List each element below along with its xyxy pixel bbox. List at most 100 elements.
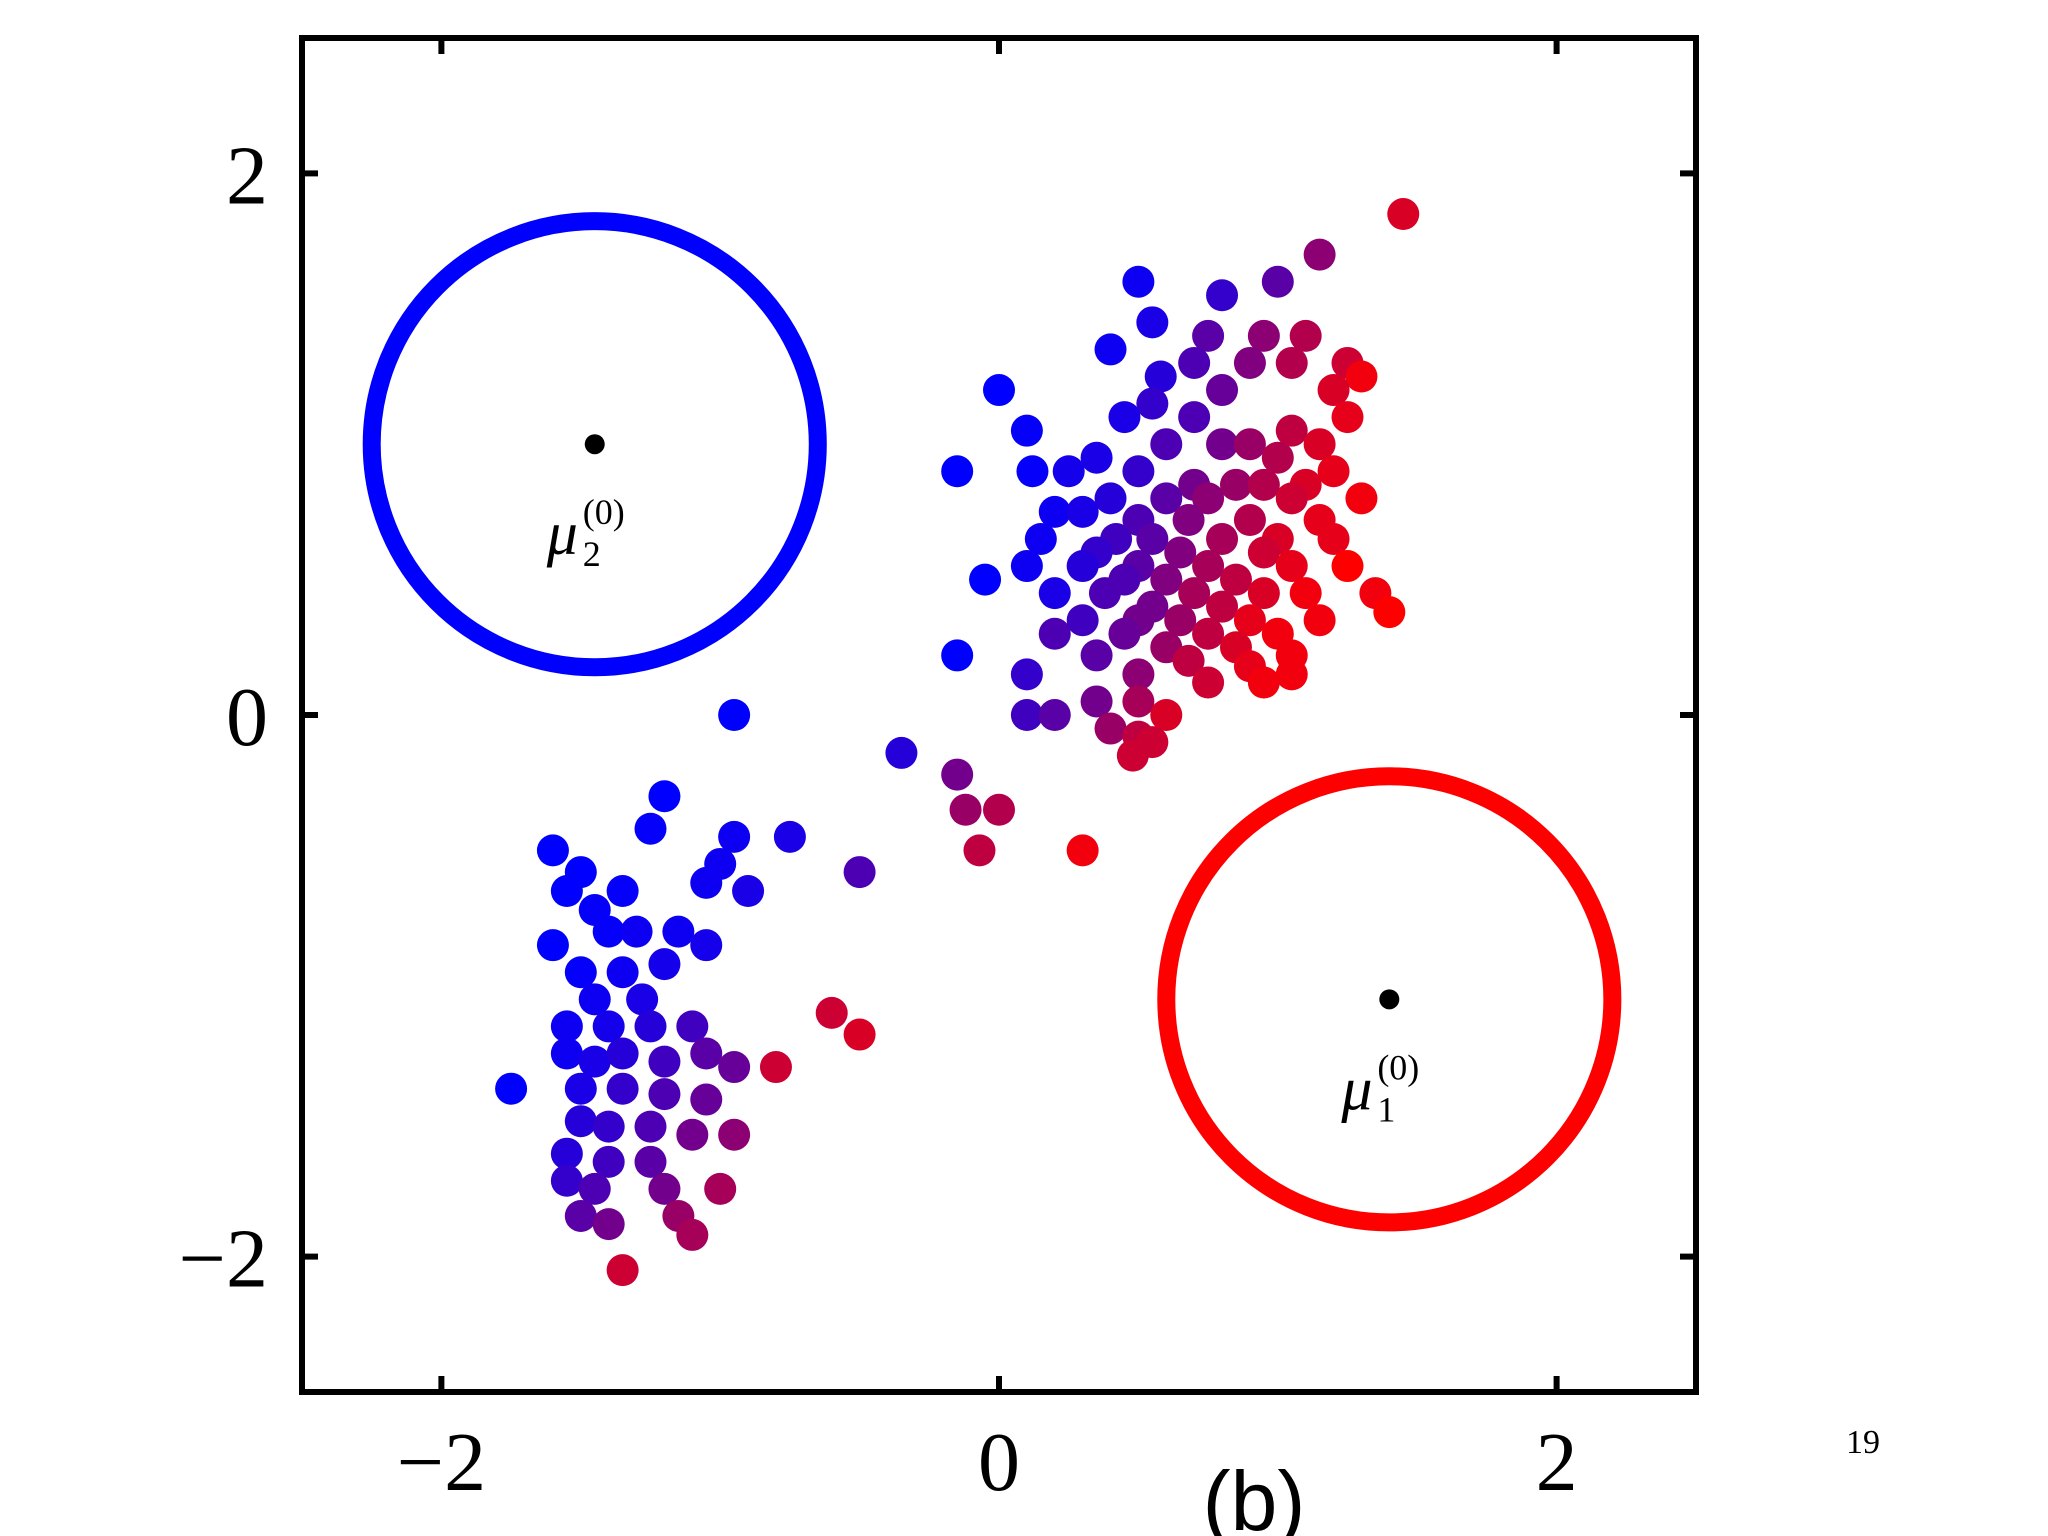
data-point xyxy=(1122,658,1155,691)
data-point xyxy=(1116,739,1149,772)
data-point xyxy=(1247,577,1280,610)
data-point xyxy=(1038,617,1071,650)
data-point xyxy=(1233,428,1266,461)
data-point xyxy=(1289,577,1322,610)
page-number: 19 xyxy=(1846,1424,1880,1461)
data-point xyxy=(550,1010,583,1043)
subfigure-label: (b) xyxy=(1203,1454,1306,1536)
data-point xyxy=(564,1199,597,1232)
data-point xyxy=(759,1051,792,1084)
data-point xyxy=(550,875,583,908)
data-point xyxy=(983,793,1015,826)
data-point xyxy=(1317,522,1350,555)
data-point xyxy=(1192,550,1225,583)
mean-label-superscript-1: (0) xyxy=(1377,1047,1419,1087)
data-point xyxy=(550,1164,583,1197)
data-point xyxy=(1219,468,1252,501)
ticks-layer: −2 0 2 2 0 −2 xyxy=(179,38,1696,1509)
data-point xyxy=(1289,319,1322,352)
data-point xyxy=(773,820,806,853)
data-point xyxy=(1144,360,1177,393)
data-point xyxy=(1219,563,1252,596)
data-point xyxy=(1275,482,1308,515)
mean-label-subscript-2: 2 xyxy=(583,534,601,574)
data-point xyxy=(690,929,723,962)
data-point xyxy=(1164,604,1197,637)
data-point xyxy=(718,1118,751,1151)
data-point xyxy=(1275,550,1308,583)
data-point xyxy=(1122,455,1155,488)
data-point xyxy=(1038,495,1071,528)
data-point xyxy=(1345,482,1378,515)
data-point xyxy=(843,1018,876,1051)
data-point xyxy=(536,929,569,962)
data-point xyxy=(1038,577,1071,610)
mean-label-2: μ xyxy=(546,500,578,568)
data-point xyxy=(634,1110,667,1143)
data-point xyxy=(1150,699,1183,731)
data-point xyxy=(1178,401,1211,434)
data-point xyxy=(1247,319,1280,352)
data-point xyxy=(676,1010,709,1043)
data-point xyxy=(592,1010,625,1043)
data-point xyxy=(1303,238,1336,271)
data-point xyxy=(578,983,611,1016)
data-point xyxy=(1066,495,1099,528)
data-point xyxy=(1275,414,1308,447)
mean-label-subscript-1: 1 xyxy=(1377,1089,1395,1129)
data-point xyxy=(606,1037,639,1070)
data-point xyxy=(564,1072,597,1105)
data-point xyxy=(1080,639,1113,672)
data-point xyxy=(1136,306,1169,339)
data-point xyxy=(1094,712,1127,745)
mean-label-superscript-2: (0) xyxy=(583,492,625,532)
data-point xyxy=(592,915,625,948)
data-point xyxy=(1192,482,1225,515)
data-point xyxy=(1206,428,1239,461)
y-tick-label: 0 xyxy=(226,671,268,764)
data-point xyxy=(662,915,695,948)
data-point xyxy=(606,956,639,989)
data-point xyxy=(1010,414,1043,447)
mean-marker-1 xyxy=(1379,989,1400,1010)
data-point xyxy=(1178,346,1211,379)
data-point xyxy=(564,1105,597,1138)
data-point xyxy=(648,780,681,813)
data-point xyxy=(620,915,653,948)
data-point xyxy=(1088,577,1121,610)
data-point xyxy=(704,1172,737,1205)
data-point xyxy=(626,983,659,1016)
data-point xyxy=(634,812,667,845)
data-point xyxy=(676,1218,709,1251)
data-point xyxy=(1122,265,1155,298)
data-point xyxy=(550,1037,583,1070)
data-point xyxy=(1275,658,1308,691)
data-point xyxy=(941,455,974,488)
data-point xyxy=(1317,455,1350,488)
data-point xyxy=(1331,550,1364,583)
data-point xyxy=(969,563,1002,596)
data-point xyxy=(941,758,974,791)
data-point xyxy=(1108,401,1141,434)
data-point xyxy=(648,1172,681,1205)
data-point xyxy=(1206,590,1239,623)
data-point xyxy=(815,996,848,1029)
data-point xyxy=(1010,658,1043,691)
data-point xyxy=(1345,360,1378,393)
data-point xyxy=(1010,550,1043,583)
data-point xyxy=(1275,346,1308,379)
data-point xyxy=(690,1083,723,1116)
data-point xyxy=(1136,522,1169,555)
data-point xyxy=(718,699,751,731)
data-point xyxy=(592,1110,625,1143)
data-point xyxy=(1010,699,1043,731)
data-point xyxy=(1094,333,1127,366)
data-point xyxy=(1052,455,1085,488)
data-point xyxy=(1317,374,1350,407)
mean-label-1: μ xyxy=(1340,1055,1372,1123)
data-point xyxy=(1164,536,1197,569)
data-point xyxy=(634,1145,667,1178)
data-point xyxy=(1303,428,1336,461)
data-point xyxy=(843,856,876,889)
